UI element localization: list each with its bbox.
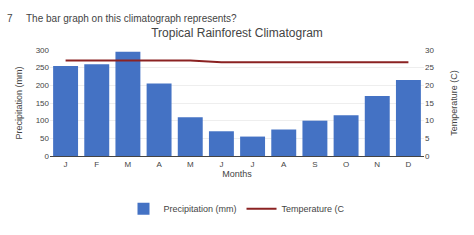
svg-text:100: 100 (36, 116, 50, 125)
svg-text:200: 200 (36, 81, 50, 90)
svg-text:20: 20 (425, 81, 434, 90)
svg-text:Tropical Rainforest Climatogra: Tropical Rainforest Climatogram (151, 26, 323, 40)
svg-text:M: M (125, 160, 132, 169)
svg-text:7: 7 (7, 13, 13, 24)
svg-text:0: 0 (45, 152, 50, 161)
svg-text:10: 10 (425, 116, 434, 125)
svg-text:15: 15 (425, 99, 434, 108)
svg-text:5: 5 (425, 134, 430, 143)
svg-text:Temperature (C): Temperature (C) (449, 70, 459, 136)
svg-text:300: 300 (36, 46, 50, 55)
svg-text:S: S (312, 160, 317, 169)
svg-text:J: J (64, 160, 68, 169)
svg-text:J: J (219, 160, 223, 169)
svg-text:Precipitation (mm): Precipitation (mm) (164, 204, 237, 214)
svg-text:25: 25 (425, 63, 434, 72)
svg-text:M: M (187, 160, 194, 169)
svg-text:250: 250 (36, 63, 50, 72)
svg-text:A: A (156, 160, 162, 169)
svg-text:Precipitation (mm): Precipitation (mm) (14, 66, 24, 139)
svg-text:A: A (281, 160, 287, 169)
svg-text:J: J (251, 160, 255, 169)
svg-text:150: 150 (36, 99, 50, 108)
svg-text:N: N (374, 160, 380, 169)
svg-text:Temperature (C: Temperature (C (282, 204, 345, 214)
svg-text:O: O (343, 160, 349, 169)
svg-text:Months: Months (222, 169, 252, 179)
svg-text:0: 0 (425, 152, 430, 161)
svg-text:F: F (94, 160, 99, 169)
svg-text:The bar graph on this climatog: The bar graph on this climatograph repre… (26, 13, 237, 24)
svg-text:50: 50 (40, 134, 49, 143)
svg-text:30: 30 (425, 46, 434, 55)
svg-text:D: D (406, 160, 412, 169)
